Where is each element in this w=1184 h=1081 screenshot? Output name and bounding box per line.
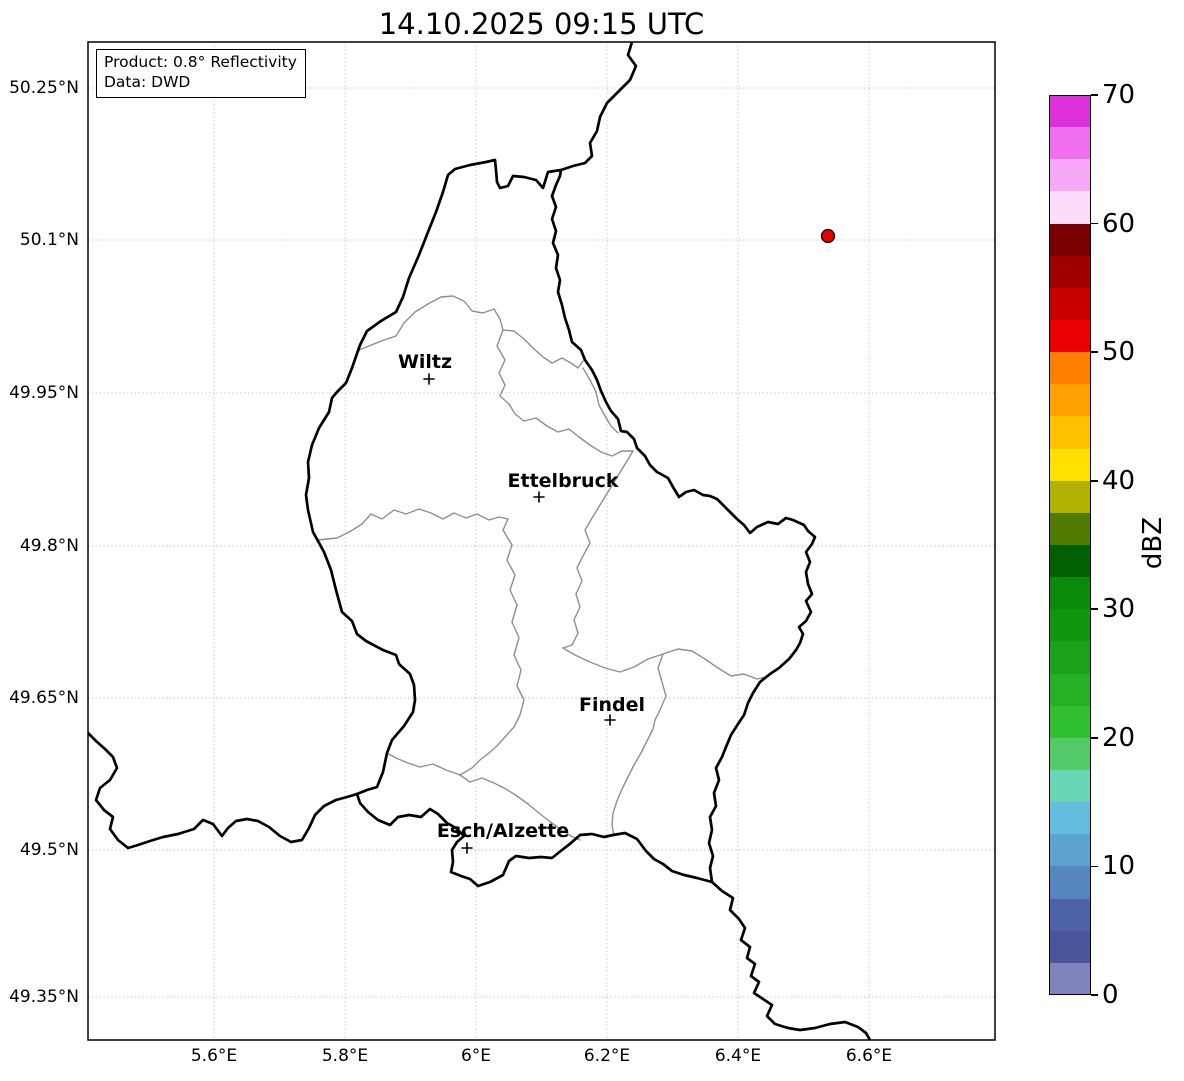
colorbar-segment [1049,191,1091,224]
colorbar-segment [1049,544,1091,578]
colorbar-tick-label: 30 [1102,594,1136,625]
colorbar-segment [1049,255,1091,288]
colorbar-tick-label: 50 [1102,337,1136,368]
canton-border-line [459,518,525,776]
x-tick-label: 6.2°E [583,1046,631,1066]
colorbar-tick-mark [1091,479,1098,482]
city-plus-marker-icon [461,842,473,854]
colorbar-segment [1049,705,1091,738]
info-data-line: Data: DWD [104,73,191,92]
colorbar-segment [1049,834,1091,867]
colorbar-tick-label: 70 [1102,80,1136,110]
colorbar [1049,95,1091,995]
city-plus-marker-icon [423,373,435,385]
colorbar-segment [1049,159,1091,192]
colorbar-segment [1049,577,1091,610]
canton-border-line [358,295,584,369]
colorbar-segment [1049,352,1091,385]
colorbar-segment [1049,769,1091,803]
colorbar-tick-mark [1091,865,1098,868]
radar-point [820,228,836,244]
canton-border-line [562,450,634,649]
colorbar-tick-label: 60 [1102,208,1136,239]
belgium-germany-border [559,42,638,172]
city-label: Esch/Alzette [436,820,570,842]
canton-border-line [386,752,461,776]
y-tick-label: 49.35°N [9,987,79,1007]
colorbar-segment [1049,127,1091,160]
colorbar-segment [1049,384,1091,417]
y-tick-label: 49.65°N [9,688,79,708]
colorbar-segment [1049,962,1091,995]
colorbar-tick-mark [1091,994,1098,996]
france-germany-border [710,880,872,1040]
canton-border-line [316,508,509,541]
colorbar-segment [1049,480,1091,513]
colorbar-segment [1049,287,1091,320]
y-tick-label: 50.25°N [9,78,79,98]
y-tick-label: 49.8°N [19,536,79,556]
colorbar-tick-label: 10 [1102,851,1136,882]
france-belgium-border [88,731,359,850]
colorbar-tick-mark [1091,736,1098,739]
colorbar-tick-label: 0 [1102,980,1119,1010]
info-box: Product: 0.8° Reflectivity Data: DWD [96,49,306,98]
colorbar-segment [1049,641,1091,674]
colorbar-segment [1049,95,1091,128]
colorbar-tick-mark [1091,351,1098,354]
x-tick-label: 5.6°E [190,1046,238,1066]
colorbar-segment [1049,416,1091,449]
page-title: 14.10.2025 09:15 UTC [378,7,705,41]
x-tick-label: 6.4°E [714,1046,762,1066]
canton-border-line [496,329,634,457]
country-borders [88,42,872,1040]
colorbar-segment [1049,512,1091,545]
colorbar-segment [1049,448,1091,481]
canton-border-line [582,367,619,434]
colorbar-segment [1049,898,1091,931]
colorbar-tick-label: 20 [1102,722,1136,753]
canton-border-line [562,647,767,680]
colorbar-segment [1049,737,1091,770]
gridlines [88,42,995,1040]
colorbar-unit-label: dBZ [1138,516,1168,570]
y-tick-label: 50.1°N [19,230,79,250]
city-plus-marker-icon [604,714,616,726]
y-tick-label: 49.5°N [19,840,79,860]
city-label: Wiltz [397,351,453,373]
luxembourg-border [304,158,817,888]
colorbar-segment [1049,319,1091,353]
y-tick-label: 49.95°N [9,383,79,403]
colorbar-tick-mark [1091,94,1098,96]
colorbar-segment [1049,802,1091,835]
canton-borders [316,295,767,841]
canton-border-line [611,653,667,837]
colorbar-segment [1049,223,1091,256]
city-markers [423,373,616,854]
info-product-line: Product: 0.8° Reflectivity [104,53,297,71]
colorbar-segment [1049,609,1091,642]
canton-border-line [459,774,581,841]
colorbar-tick-mark [1091,608,1098,611]
x-tick-label: 5.8°E [321,1046,369,1066]
x-tick-label: 6°E [460,1046,492,1066]
colorbar-segment [1049,866,1091,899]
city-plus-marker-icon [533,491,545,503]
city-label: Ettelbruck [507,470,619,492]
colorbar-segment [1049,930,1091,963]
city-label: Findel [578,694,646,716]
colorbar-tick-label: 40 [1102,465,1136,496]
colorbar-tick-mark [1091,222,1098,225]
colorbar-segment [1049,673,1091,706]
x-tick-label: 6.6°E [845,1046,893,1066]
map-frame [87,41,996,1041]
